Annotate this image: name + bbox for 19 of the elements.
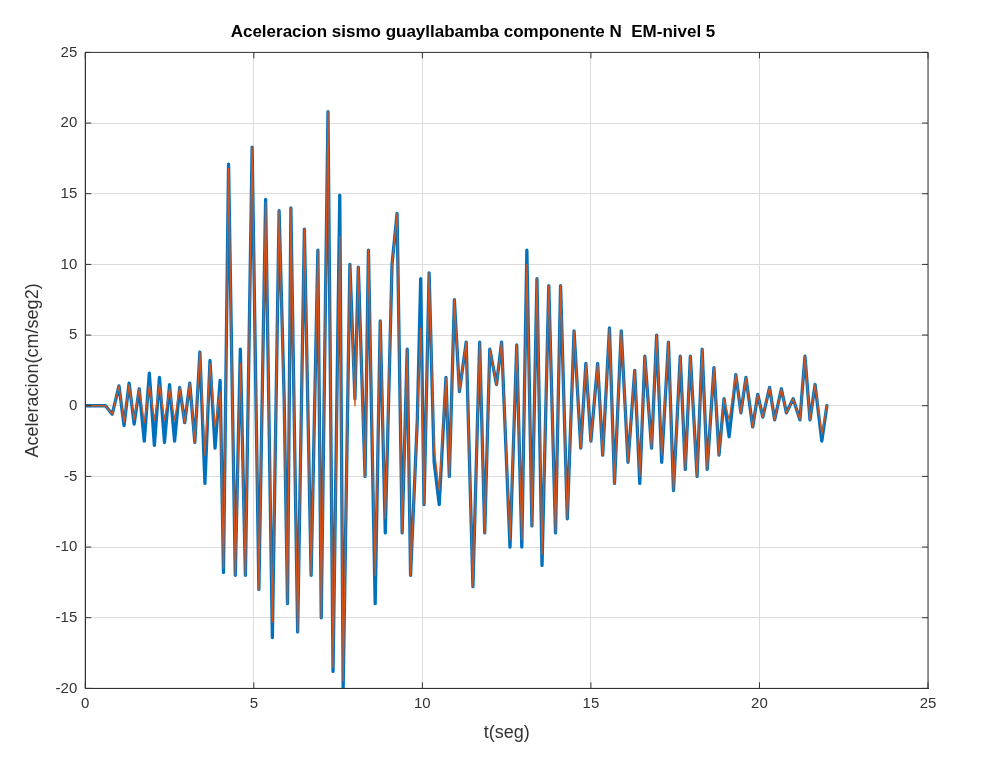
y-tick-label: -20 [55,678,78,696]
x-tick-label: 0 [81,693,90,711]
y-axis-title: Aceleracion(cm/seg2) [21,283,42,458]
y-tick-label: -15 [55,607,78,625]
y-tick-label: 25 [60,42,78,60]
x-tick-label: 25 [919,693,937,711]
y-tick-label: 0 [68,395,78,413]
y-tick-label: 20 [60,113,78,131]
x-tick-label: 20 [751,693,768,711]
chart-title: Aceleracion sismo guayllabamba componente N EM-nivel 5 [230,21,716,41]
x-axis-title: t(seg) [483,722,530,743]
y-tick-label: -10 [55,537,78,555]
y-tick-label: 15 [60,183,78,201]
y-tick-label: -5 [63,466,78,484]
x-tick-label: 15 [582,693,600,711]
x-tick-label: 5 [249,693,258,711]
y-tick-label: 10 [60,254,78,272]
y-tick-label: 5 [68,325,78,343]
x-tick-label: 10 [414,693,431,711]
